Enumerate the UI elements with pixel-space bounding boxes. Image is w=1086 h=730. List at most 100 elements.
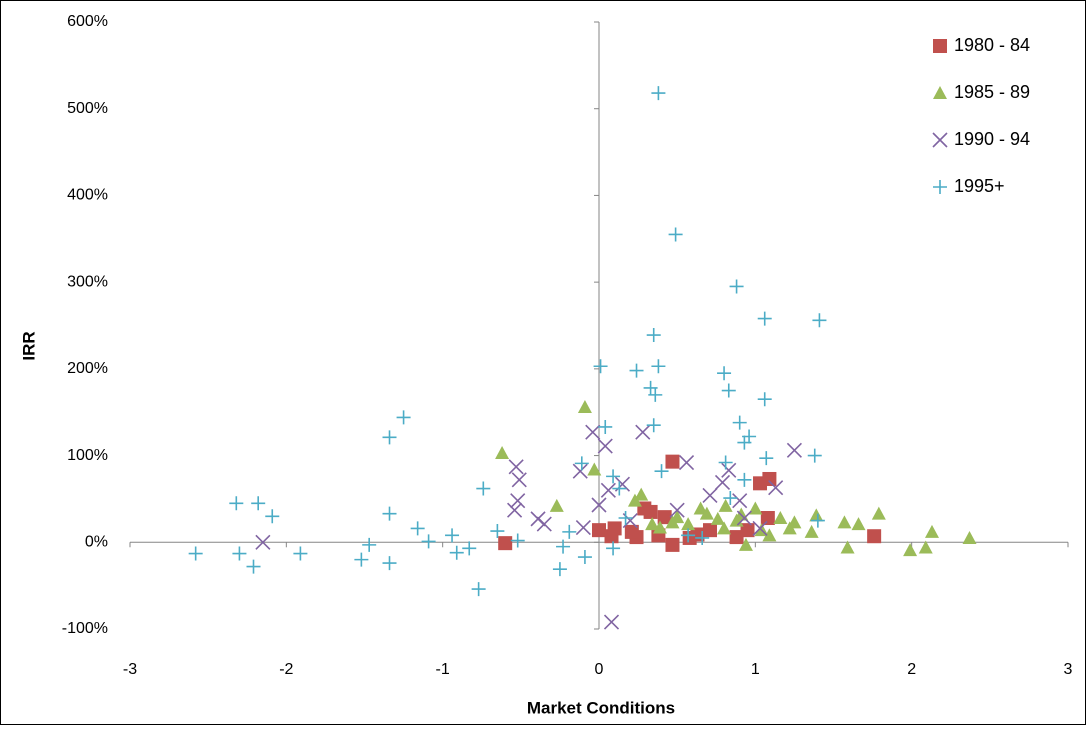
point — [721, 462, 737, 478]
point — [593, 359, 608, 374]
point — [871, 506, 886, 520]
point — [598, 419, 613, 434]
point — [607, 521, 622, 536]
point — [742, 429, 757, 444]
point — [723, 491, 738, 506]
point — [718, 498, 733, 512]
point — [255, 534, 271, 550]
point — [681, 517, 696, 531]
point — [648, 387, 663, 402]
legend-label: 1990 - 94 — [954, 129, 1030, 149]
point — [646, 328, 661, 343]
point — [804, 524, 819, 538]
point — [597, 438, 613, 454]
x-tick-label: -3 — [123, 661, 137, 678]
x-axis-title: Market Conditions — [527, 698, 675, 717]
point — [837, 515, 852, 529]
point — [510, 493, 526, 509]
point — [643, 504, 658, 519]
point — [232, 546, 247, 561]
point — [645, 517, 660, 531]
point — [624, 524, 639, 539]
point — [510, 533, 525, 548]
point — [265, 509, 280, 524]
point — [382, 430, 397, 445]
point — [606, 469, 621, 484]
point — [654, 464, 669, 479]
point — [738, 537, 753, 551]
point — [717, 366, 732, 381]
point — [629, 363, 644, 378]
point — [924, 524, 939, 538]
point — [577, 550, 592, 565]
point — [498, 536, 513, 551]
point — [495, 445, 510, 459]
point — [702, 487, 718, 504]
point — [587, 462, 602, 476]
point — [693, 501, 708, 515]
point — [665, 537, 680, 552]
point — [229, 496, 244, 511]
point — [462, 541, 477, 556]
x-tick-label: 2 — [907, 661, 916, 678]
point — [748, 501, 763, 515]
legend-marker — [933, 180, 947, 194]
point — [903, 543, 918, 557]
point — [851, 517, 866, 531]
point — [710, 511, 725, 525]
y-tick-label: 400% — [67, 187, 108, 204]
point — [490, 524, 505, 539]
point — [757, 392, 772, 407]
point — [511, 472, 527, 488]
point — [293, 546, 308, 561]
point — [760, 511, 775, 526]
point — [508, 459, 524, 475]
point — [699, 506, 714, 520]
point — [752, 520, 768, 536]
point — [918, 540, 933, 554]
point — [600, 482, 616, 498]
point — [702, 523, 717, 538]
point — [556, 539, 571, 554]
y-tick-label: 100% — [67, 447, 108, 464]
point — [787, 515, 802, 529]
point — [812, 313, 827, 328]
point — [592, 523, 606, 538]
point — [354, 552, 369, 567]
point — [651, 86, 666, 101]
point — [714, 474, 731, 491]
point — [657, 510, 672, 525]
point — [867, 529, 882, 544]
point — [740, 523, 755, 538]
point — [962, 530, 977, 544]
point — [574, 456, 589, 471]
point — [536, 516, 552, 532]
point — [651, 359, 666, 374]
legend-label: 1980 - 84 — [954, 35, 1030, 55]
x-tick-label: -2 — [279, 661, 293, 678]
point — [618, 511, 633, 526]
point — [762, 528, 777, 542]
point — [549, 498, 564, 512]
x-tick-label: 3 — [1064, 661, 1073, 678]
y-tick-label: 600% — [67, 13, 108, 30]
point — [721, 383, 736, 398]
point — [449, 545, 464, 560]
legend-marker — [933, 39, 947, 53]
point — [807, 448, 822, 463]
point — [665, 454, 680, 469]
point — [737, 472, 752, 487]
point — [507, 502, 523, 518]
point — [382, 556, 397, 571]
point — [840, 540, 855, 554]
point — [736, 510, 752, 526]
point — [762, 471, 777, 486]
point — [757, 311, 772, 326]
point — [575, 519, 591, 536]
y-axis-title: IRR — [19, 331, 38, 360]
point — [606, 541, 621, 556]
legend-label: 1985 - 89 — [954, 82, 1030, 102]
point — [603, 614, 620, 630]
point — [768, 480, 784, 496]
